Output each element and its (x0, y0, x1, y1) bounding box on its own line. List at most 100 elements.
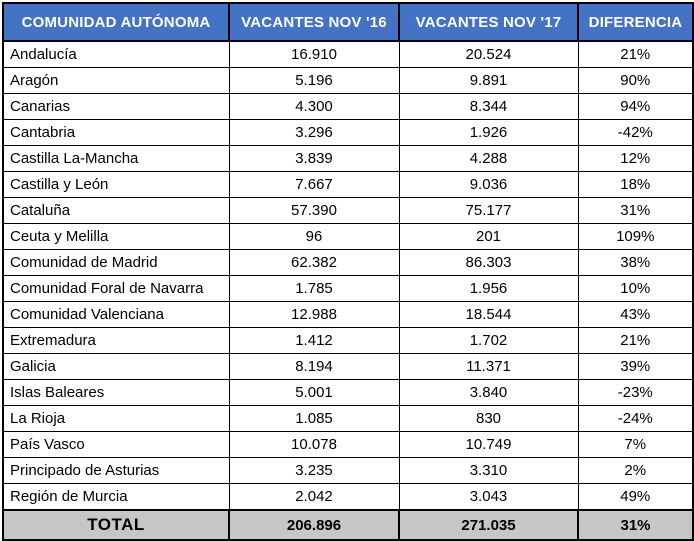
table-row: Castilla La-Mancha 3.839 4.288 12% (2, 145, 694, 172)
diferencia-cell: 43% (577, 301, 694, 328)
table-row: País Vasco 10.078 10.749 7% (2, 431, 694, 458)
vacantes-nov-16-cell: 96 (228, 223, 400, 250)
total-diferencia: 31% (577, 509, 694, 541)
region-name-cell: Castilla y León (2, 171, 230, 198)
vacantes-nov-17-cell: 1.926 (398, 119, 579, 146)
table-header: COMUNIDAD AUTÓNOMA VACANTES NOV '16 VACA… (2, 2, 694, 42)
table-row: Ceuta y Melilla 96 201 109% (2, 223, 694, 250)
diferencia-cell: 49% (577, 483, 694, 511)
table-row: Principado de Asturias 3.235 3.310 2% (2, 457, 694, 484)
region-name-cell: Galicia (2, 353, 230, 380)
total-vacantes-nov-17: 271.035 (398, 509, 579, 541)
vacantes-nov-17-cell: 75.177 (398, 197, 579, 224)
vacantes-nov-17-cell: 9.036 (398, 171, 579, 198)
total-vacantes-nov-16: 206.896 (228, 509, 400, 541)
region-name-cell: Región de Murcia (2, 483, 230, 511)
diferencia-cell: 21% (577, 40, 694, 68)
diferencia-cell: 94% (577, 93, 694, 120)
vacantes-nov-17-cell: 4.288 (398, 145, 579, 172)
table-row: La Rioja 1.085 830 -24% (2, 405, 694, 432)
region-name-cell: País Vasco (2, 431, 230, 458)
vacantes-nov-16-cell: 2.042 (228, 483, 400, 511)
region-name-cell: Comunidad Valenciana (2, 301, 230, 328)
table-row: Extremadura 1.412 1.702 21% (2, 327, 694, 354)
vacantes-nov-17-cell: 3.840 (398, 379, 579, 406)
vacantes-nov-16-cell: 1.785 (228, 275, 400, 302)
region-name-cell: Aragón (2, 67, 230, 94)
table-row: Castilla y León 7.667 9.036 18% (2, 171, 694, 198)
vacantes-nov-17-cell: 20.524 (398, 40, 579, 68)
table-row: Región de Murcia 2.042 3.043 49% (2, 483, 694, 511)
table-row: Comunidad Valenciana 12.988 18.544 43% (2, 301, 694, 328)
vacantes-nov-17-cell: 18.544 (398, 301, 579, 328)
region-name-cell: Cataluña (2, 197, 230, 224)
vacantes-nov-17-cell: 3.043 (398, 483, 579, 511)
region-name-cell: Castilla La-Mancha (2, 145, 230, 172)
vacantes-nov-17-cell: 830 (398, 405, 579, 432)
diferencia-cell: 10% (577, 275, 694, 302)
table-footer: TOTAL 206.896 271.035 31% (2, 509, 694, 541)
vacantes-nov-16-cell: 3.296 (228, 119, 400, 146)
vacantes-nov-17-cell: 3.310 (398, 457, 579, 484)
table-row: Comunidad Foral de Navarra 1.785 1.956 10% (2, 275, 694, 302)
table-row: Aragón 5.196 9.891 90% (2, 67, 694, 94)
table-row: Cantabria 3.296 1.926 -42% (2, 119, 694, 146)
col-header-comunidad-autonoma: COMUNIDAD AUTÓNOMA (2, 2, 230, 42)
vacantes-nov-16-cell: 3.235 (228, 457, 400, 484)
vacantes-nov-16-cell: 7.667 (228, 171, 400, 198)
vacantes-nov-16-cell: 5.196 (228, 67, 400, 94)
diferencia-cell: -23% (577, 379, 694, 406)
vacantes-nov-16-cell: 1.085 (228, 405, 400, 432)
vacantes-nov-16-cell: 57.390 (228, 197, 400, 224)
diferencia-cell: 21% (577, 327, 694, 354)
region-name-cell: Andalucía (2, 40, 230, 68)
vacantes-nov-17-cell: 10.749 (398, 431, 579, 458)
vacantes-nov-16-cell: 12.988 (228, 301, 400, 328)
region-name-cell: Comunidad Foral de Navarra (2, 275, 230, 302)
diferencia-cell: 31% (577, 197, 694, 224)
total-row: TOTAL 206.896 271.035 31% (2, 509, 694, 541)
header-row: COMUNIDAD AUTÓNOMA VACANTES NOV '16 VACA… (2, 2, 694, 42)
vacantes-nov-17-cell: 11.371 (398, 353, 579, 380)
diferencia-cell: 7% (577, 431, 694, 458)
vacantes-nov-16-cell: 4.300 (228, 93, 400, 120)
diferencia-cell: 12% (577, 145, 694, 172)
table-row: Canarias 4.300 8.344 94% (2, 93, 694, 120)
vacantes-nov-16-cell: 5.001 (228, 379, 400, 406)
region-name-cell: Cantabria (2, 119, 230, 146)
vacantes-nov-17-cell: 9.891 (398, 67, 579, 94)
diferencia-cell: -24% (577, 405, 694, 432)
total-label: TOTAL (2, 509, 230, 541)
vacantes-nov-16-cell: 62.382 (228, 249, 400, 276)
col-header-vacantes-nov-16: VACANTES NOV '16 (228, 2, 400, 42)
vacantes-nov-16-cell: 16.910 (228, 40, 400, 68)
diferencia-cell: 39% (577, 353, 694, 380)
region-name-cell: Comunidad de Madrid (2, 249, 230, 276)
table-row: Andalucía 16.910 20.524 21% (2, 40, 694, 68)
vacantes-nov-17-cell: 86.303 (398, 249, 579, 276)
region-name-cell: Islas Baleares (2, 379, 230, 406)
diferencia-cell: 38% (577, 249, 694, 276)
region-name-cell: Canarias (2, 93, 230, 120)
col-header-vacantes-nov-17: VACANTES NOV '17 (398, 2, 579, 42)
vacantes-nov-16-cell: 3.839 (228, 145, 400, 172)
vacantes-nov-16-cell: 10.078 (228, 431, 400, 458)
region-name-cell: Principado de Asturias (2, 457, 230, 484)
vacantes-nov-17-cell: 8.344 (398, 93, 579, 120)
region-name-cell: La Rioja (2, 405, 230, 432)
vacantes-nov-17-cell: 1.702 (398, 327, 579, 354)
table-row: Galicia 8.194 11.371 39% (2, 353, 694, 380)
vacantes-nov-16-cell: 8.194 (228, 353, 400, 380)
table-row: Cataluña 57.390 75.177 31% (2, 197, 694, 224)
diferencia-cell: -42% (577, 119, 694, 146)
diferencia-cell: 2% (577, 457, 694, 484)
vacantes-nov-17-cell: 1.956 (398, 275, 579, 302)
col-header-diferencia: DIFERENCIA (577, 2, 694, 42)
diferencia-cell: 109% (577, 223, 694, 250)
region-name-cell: Ceuta y Melilla (2, 223, 230, 250)
diferencia-cell: 18% (577, 171, 694, 198)
region-name-cell: Extremadura (2, 327, 230, 354)
table-body: Andalucía 16.910 20.524 21% Aragón 5.196 9.891… (2, 40, 694, 511)
